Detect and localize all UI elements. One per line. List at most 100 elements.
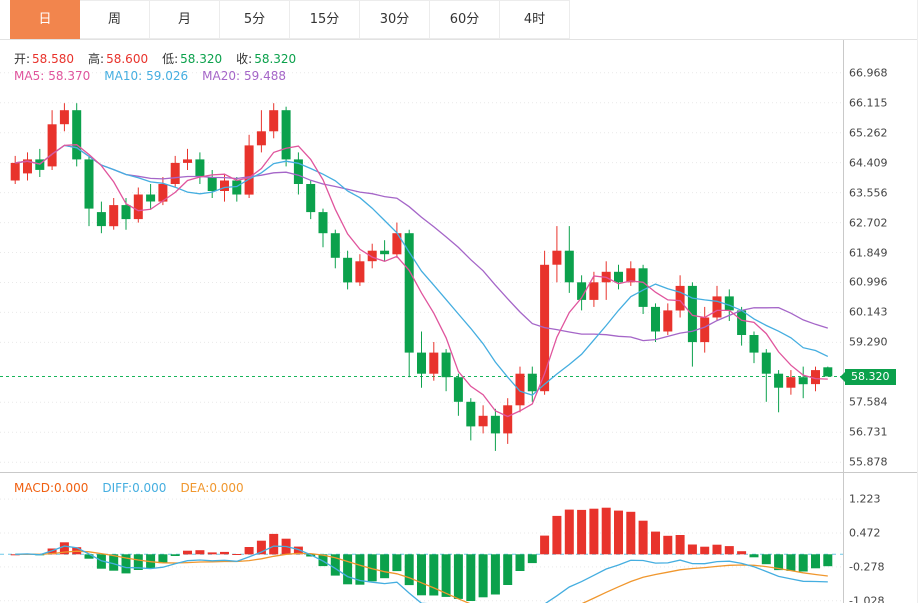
macd-bar xyxy=(552,515,562,555)
candle xyxy=(330,229,340,269)
macd-bar xyxy=(761,554,771,565)
macd-tick: -1.028 xyxy=(849,594,885,603)
candle xyxy=(478,405,488,434)
main-chart-section: 58.320 66.968 66.115 65.262 64.409 63.556 62.… xyxy=(0,40,917,472)
macd-bar xyxy=(96,554,106,569)
candle xyxy=(281,106,291,167)
macd-bar xyxy=(601,507,611,555)
macd-value: 0.000 xyxy=(54,481,89,495)
macd-plot xyxy=(0,498,843,603)
macd-bar xyxy=(109,554,119,571)
candle xyxy=(564,226,574,293)
macd-bar xyxy=(318,554,328,567)
candlestick-plot xyxy=(0,72,843,463)
tab-30min[interactable]: 30分 xyxy=(360,0,430,39)
candle xyxy=(663,303,673,335)
macd-bar xyxy=(59,542,69,555)
tab-5min[interactable]: 5分 xyxy=(220,0,290,39)
macd-bar xyxy=(478,554,488,598)
macd-label: MACD: xyxy=(14,481,55,495)
close-value: 58.320 xyxy=(254,52,297,66)
macd-bar xyxy=(10,554,20,556)
candle xyxy=(737,306,747,346)
tab-day[interactable]: 日 xyxy=(10,0,80,39)
macd-bar xyxy=(207,552,217,555)
macd-bar xyxy=(404,554,414,586)
candle xyxy=(761,349,771,402)
price-tick: 55.878 xyxy=(849,455,888,469)
dea-value: 0.000 xyxy=(209,481,244,495)
macd-bar xyxy=(490,554,500,595)
macd-bar xyxy=(823,554,833,567)
macd-tick: 1.223 xyxy=(849,492,881,506)
candle xyxy=(774,370,784,413)
candle xyxy=(515,366,525,413)
price-tick: 60.996 xyxy=(849,275,888,289)
candle xyxy=(441,349,451,392)
tab-15min[interactable]: 15分 xyxy=(290,0,360,39)
ma5-line xyxy=(15,144,828,418)
candle xyxy=(601,261,611,300)
tab-60min[interactable]: 60分 xyxy=(430,0,500,39)
candles-layer xyxy=(10,103,833,451)
ma10-line xyxy=(15,144,829,396)
high-label: 高: xyxy=(88,52,105,66)
price-tick: 59.290 xyxy=(849,335,888,349)
candle xyxy=(256,110,266,153)
low-value: 58.320 xyxy=(180,52,223,66)
ma-readout: MA5: 58.370 MA10: 59.026 MA20: 59.488 xyxy=(14,69,286,83)
macd-bar xyxy=(244,547,254,555)
price-tick: 64.409 xyxy=(849,156,888,170)
tab-month[interactable]: 月 xyxy=(150,0,220,39)
macd-readout: MACD:0.000 DIFF:0.000 DEA:0.000 xyxy=(14,481,244,495)
price-tick: 65.262 xyxy=(849,126,888,140)
macd-bar xyxy=(367,554,377,582)
price-tick: 66.115 xyxy=(849,96,888,110)
macd-bar xyxy=(232,554,242,555)
close-label: 收: xyxy=(236,52,253,66)
macd-bar xyxy=(503,554,513,585)
candle xyxy=(503,398,513,444)
macd-bar xyxy=(786,554,796,571)
macd-bar xyxy=(170,554,180,556)
macd-tick: -0.278 xyxy=(849,560,885,574)
high-value: 58.600 xyxy=(106,52,149,66)
macd-bar xyxy=(330,554,340,576)
price-tick: 66.968 xyxy=(849,66,888,80)
candle xyxy=(798,366,808,399)
tab-4hour[interactable]: 4时 xyxy=(500,0,570,39)
macd-bar xyxy=(749,554,759,558)
tab-week[interactable]: 周 xyxy=(80,0,150,39)
macd-bar xyxy=(121,554,131,574)
price-tick: 57.584 xyxy=(849,395,888,409)
macd-bar xyxy=(712,544,722,555)
candle xyxy=(823,366,833,377)
ma10-label: MA10: xyxy=(104,69,143,83)
macd-bar xyxy=(663,535,673,555)
macd-bar xyxy=(269,533,279,555)
candle xyxy=(355,254,365,286)
macd-bar xyxy=(441,554,451,597)
price-tick: 61.849 xyxy=(849,246,888,260)
price-tick: 63.556 xyxy=(849,186,888,200)
candle xyxy=(10,155,20,184)
macd-tick: 0.472 xyxy=(849,526,881,540)
period-toolbar: 日周月 5分 15分 30分 60分 4时 xyxy=(0,0,917,40)
macd-bar xyxy=(183,550,192,555)
macd-bar xyxy=(293,546,303,555)
candle xyxy=(380,240,390,262)
candle xyxy=(651,303,660,342)
candle xyxy=(367,243,377,269)
macd-bar xyxy=(626,511,636,555)
price-tick: 62.702 xyxy=(849,216,888,230)
price-tick: 60.143 xyxy=(849,305,888,319)
candle xyxy=(318,208,328,248)
macd-bar xyxy=(158,554,168,564)
macd-bar xyxy=(798,554,808,572)
macd-bar xyxy=(589,508,599,555)
open-label: 开: xyxy=(14,52,31,66)
macd-bar xyxy=(687,544,697,555)
macd-bar xyxy=(84,554,94,559)
candle xyxy=(244,134,254,198)
macd-bar xyxy=(577,509,587,555)
